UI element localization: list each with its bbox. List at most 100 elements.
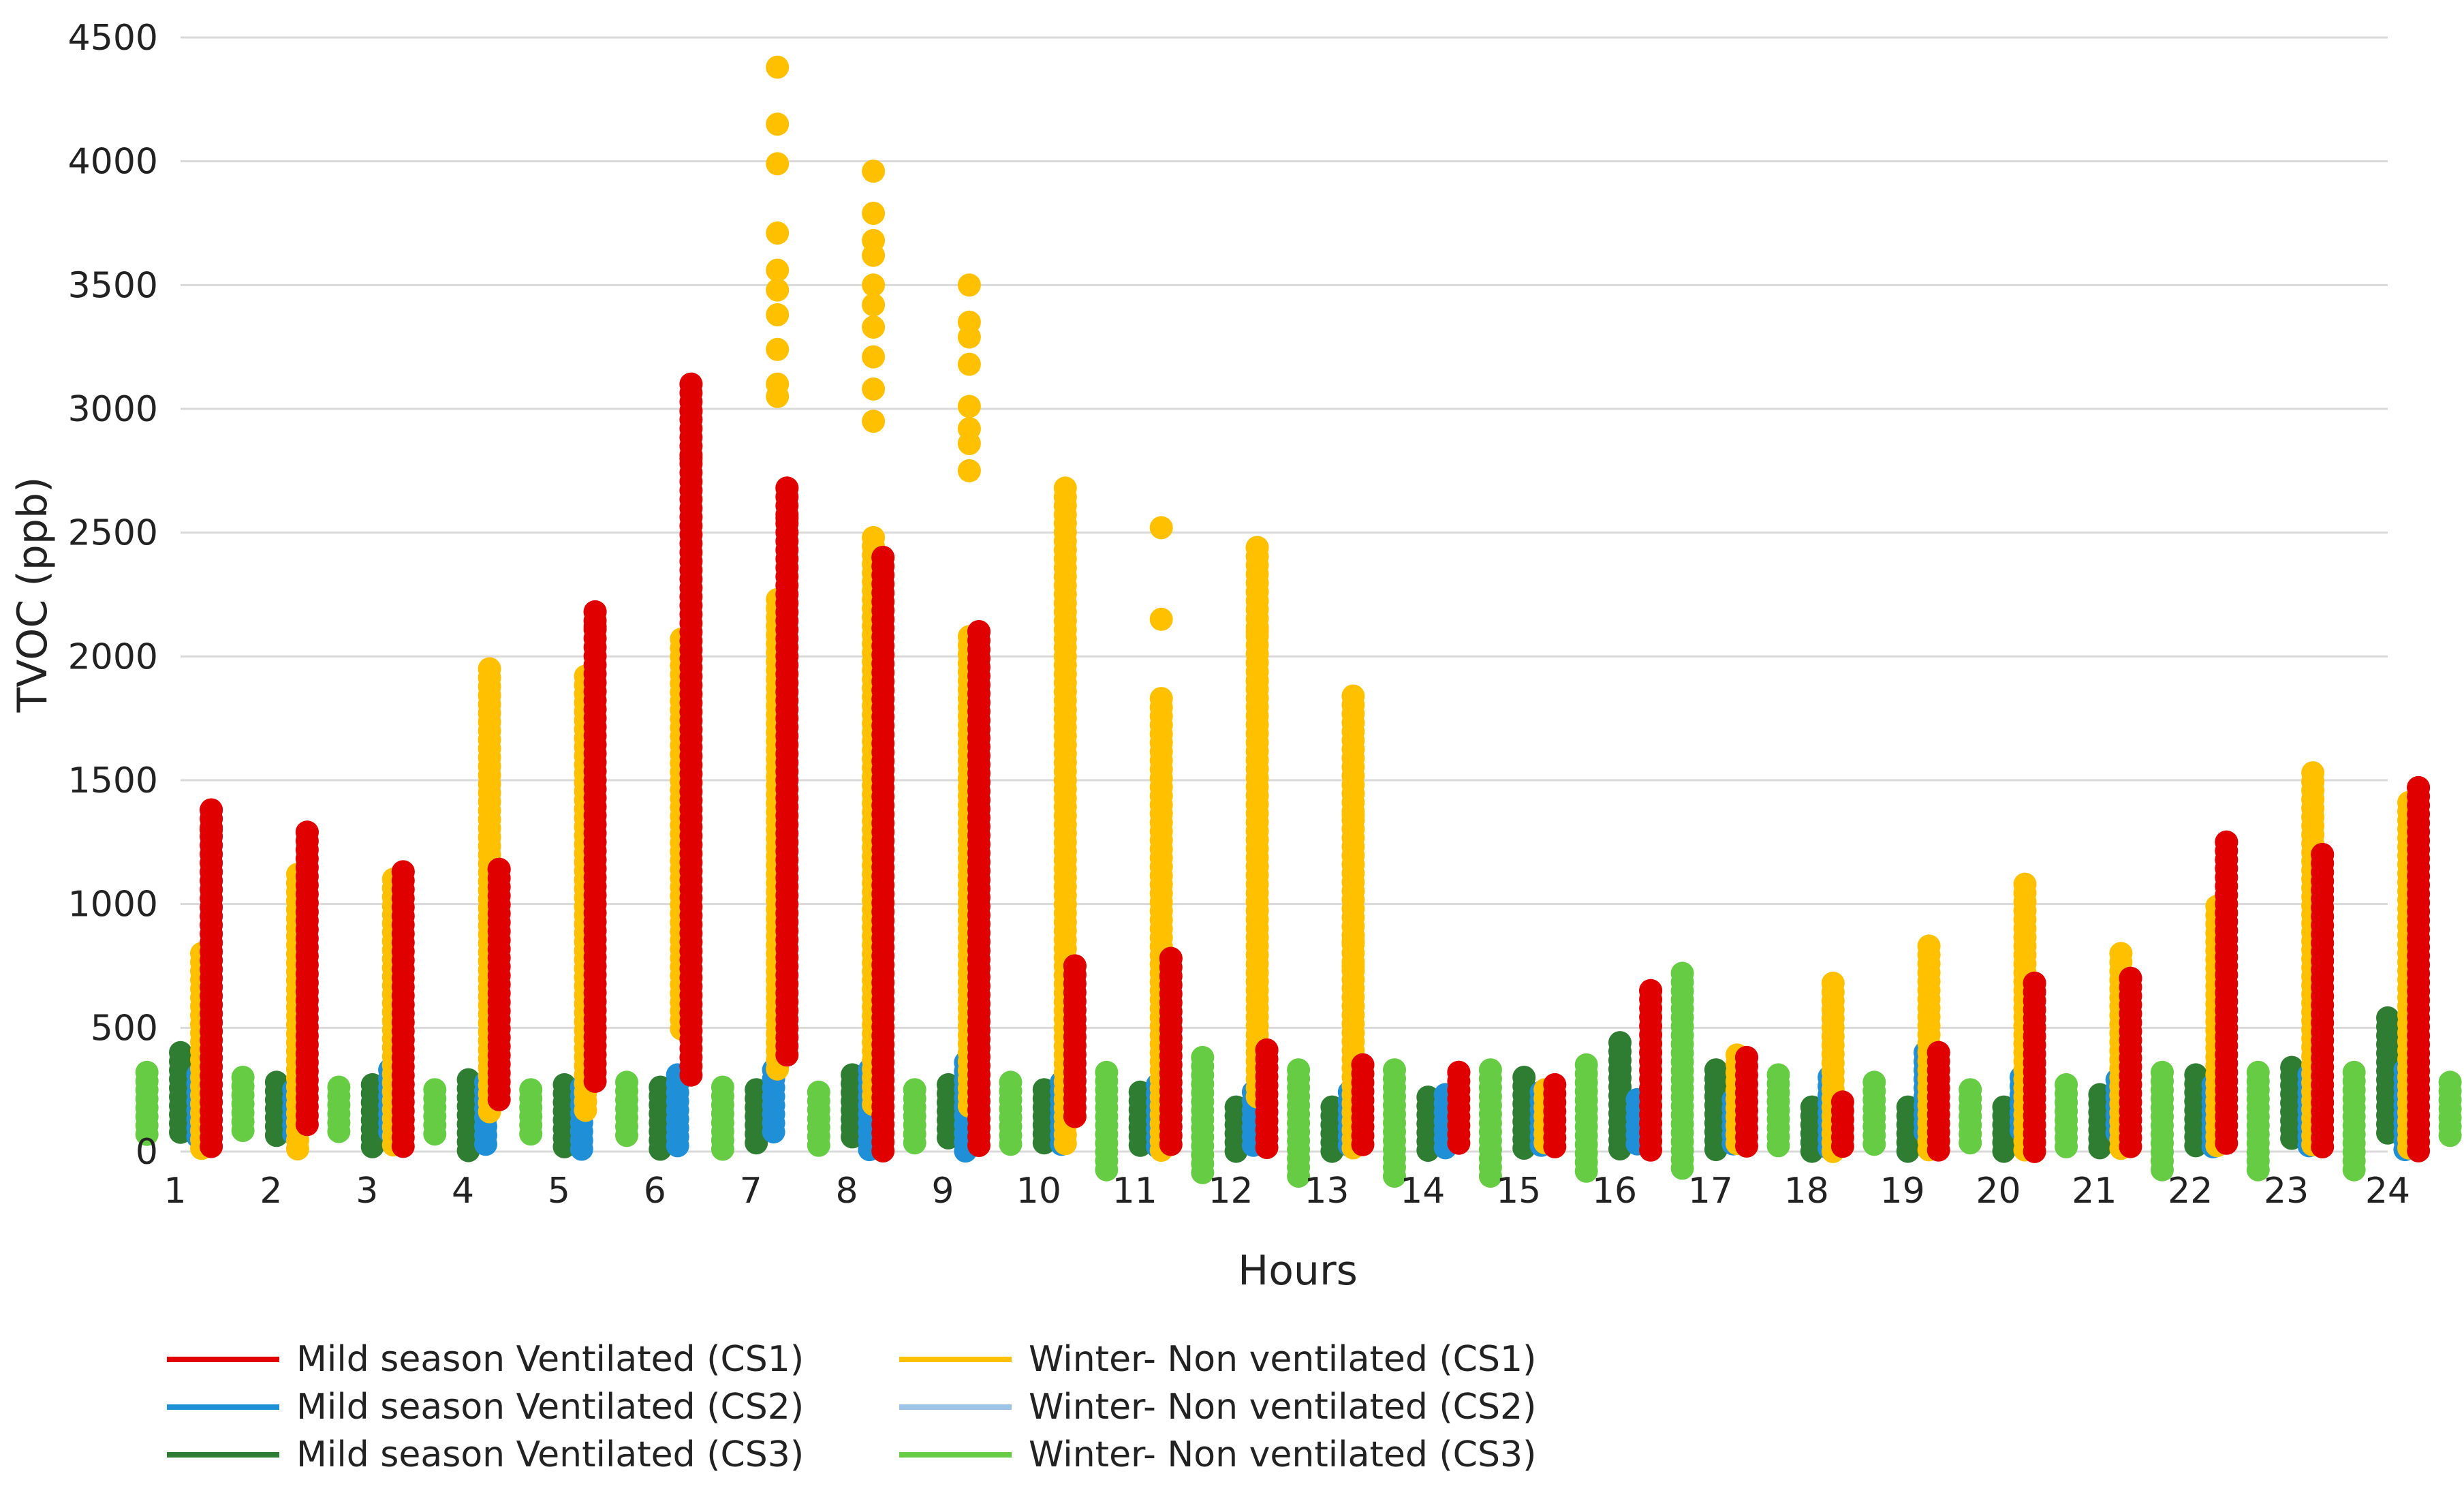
data-point xyxy=(1639,978,1663,1002)
data-point xyxy=(862,273,886,297)
data-point xyxy=(570,1137,593,1161)
data-point xyxy=(679,372,703,396)
data-point xyxy=(200,818,223,842)
data-point xyxy=(766,112,790,136)
data-point xyxy=(583,615,607,638)
data-point xyxy=(1287,1165,1311,1188)
data-point xyxy=(775,1043,799,1067)
data-point xyxy=(574,1098,597,1122)
data-point xyxy=(1927,1138,1950,1162)
data-point xyxy=(1341,929,1365,953)
data-point xyxy=(1447,1060,1471,1084)
data-point xyxy=(711,1137,734,1161)
x-tick-label: 3 xyxy=(356,1171,378,1212)
data-point xyxy=(1735,1134,1758,1158)
data-point xyxy=(862,202,886,225)
data-point xyxy=(957,431,981,455)
data-point xyxy=(1032,1131,1056,1155)
data-point xyxy=(1128,1133,1152,1157)
x-tick-label: 14 xyxy=(1400,1171,1445,1212)
data-point xyxy=(766,258,790,282)
data-point xyxy=(862,345,886,369)
data-point xyxy=(1255,1136,1279,1159)
data-point xyxy=(762,1120,785,1144)
data-point xyxy=(957,325,981,349)
series-6 xyxy=(135,961,2462,1188)
data-point xyxy=(679,1063,703,1087)
x-tick-label: 15 xyxy=(1496,1171,1541,1212)
data-point xyxy=(2151,1158,2174,1182)
data-point xyxy=(1862,1132,1886,1156)
y-tick-label: 3500 xyxy=(68,265,158,306)
data-point xyxy=(1830,1135,1854,1158)
y-tick-label: 4000 xyxy=(68,142,158,183)
data-point xyxy=(1543,1135,1567,1158)
legend-label: Winter- Non ventilated (CS3) xyxy=(1029,1434,1536,1475)
x-tick-label: 21 xyxy=(2072,1171,2117,1212)
data-point xyxy=(1478,1165,1502,1188)
legend-label: Winter- Non ventilated (CS2) xyxy=(1029,1387,1536,1428)
y-tick-label: 4500 xyxy=(68,18,158,59)
data-point xyxy=(967,1134,991,1157)
data-point xyxy=(1670,1156,1694,1180)
data-point xyxy=(474,1132,497,1156)
data-point xyxy=(1245,620,1269,643)
data-point xyxy=(615,1124,638,1147)
data-points xyxy=(135,55,2462,1188)
x-tick-label: 20 xyxy=(1976,1171,2021,1212)
data-point xyxy=(1351,1053,1375,1077)
data-point xyxy=(775,506,799,529)
data-point xyxy=(1053,1132,1077,1156)
x-tick-label: 18 xyxy=(1784,1171,1829,1212)
data-point xyxy=(1959,1131,1982,1155)
data-point xyxy=(862,315,886,339)
data-point xyxy=(679,446,703,470)
data-point xyxy=(903,1131,926,1155)
data-point xyxy=(1341,954,1365,978)
data-point xyxy=(775,476,799,500)
data-point xyxy=(957,395,981,418)
data-point xyxy=(1149,607,1173,631)
data-point xyxy=(1383,1165,1406,1188)
x-tick-label: 8 xyxy=(836,1171,858,1212)
data-point xyxy=(360,1135,384,1158)
data-point xyxy=(2311,1135,2335,1158)
data-point xyxy=(766,55,790,79)
data-point xyxy=(2280,1126,2304,1150)
legend-label: Mild season Ventilated (CS3) xyxy=(296,1434,804,1475)
legend: Mild season Ventilated (CS1) Mild season … xyxy=(167,1339,1536,1475)
data-point xyxy=(1341,803,1365,827)
data-point xyxy=(745,1131,768,1155)
data-point xyxy=(957,352,981,376)
y-tick-label: 1500 xyxy=(68,760,158,801)
data-point xyxy=(766,303,790,326)
data-point xyxy=(264,1124,288,1147)
data-point xyxy=(487,1088,511,1111)
data-point xyxy=(1245,669,1269,693)
data-point xyxy=(2438,1124,2462,1147)
data-point xyxy=(295,1113,319,1137)
data-point xyxy=(766,152,790,176)
legend-label: Mild season Ventilated (CS2) xyxy=(296,1387,804,1428)
data-point xyxy=(1159,1132,1183,1156)
data-point xyxy=(423,1122,447,1146)
y-tick-label: 0 xyxy=(136,1132,158,1173)
data-point xyxy=(766,337,790,361)
data-point xyxy=(1191,1160,1215,1184)
y-tick-label: 1000 xyxy=(68,884,158,925)
data-point xyxy=(666,1134,689,1158)
series-3 xyxy=(169,1006,2399,1163)
data-point xyxy=(1447,1131,1471,1155)
data-point xyxy=(1255,1038,1279,1062)
data-point xyxy=(1639,1138,1663,1162)
y-tick-label: 3000 xyxy=(68,389,158,430)
x-axis-title: Hours xyxy=(1238,1247,1358,1295)
data-point xyxy=(999,1132,1023,1156)
data-point xyxy=(231,1119,255,1142)
data-point xyxy=(2376,1121,2399,1145)
series-4 xyxy=(190,55,2420,1163)
data-point xyxy=(327,1120,351,1143)
data-point xyxy=(2407,775,2431,799)
